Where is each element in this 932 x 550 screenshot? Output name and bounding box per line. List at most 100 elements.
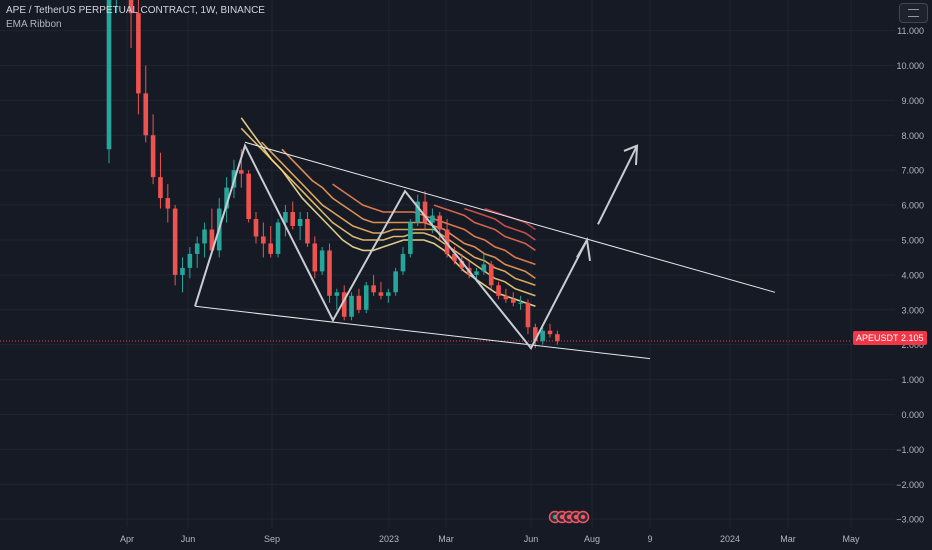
candle-body xyxy=(555,334,560,342)
ema-ribbon-line xyxy=(261,141,536,287)
candle-body xyxy=(297,219,303,227)
x-tick-label: Jun xyxy=(524,534,539,544)
candle-body xyxy=(393,271,398,293)
candle-body xyxy=(165,198,171,209)
candle-body xyxy=(327,250,332,296)
candle-body xyxy=(444,229,450,254)
pattern-drawings xyxy=(0,141,850,360)
chart-grid xyxy=(0,0,895,527)
ema-ribbon-line xyxy=(281,148,536,280)
y-tick-label: 4.000 xyxy=(901,270,924,280)
candles xyxy=(106,0,560,349)
candle-body xyxy=(136,13,141,94)
event-marker-dot xyxy=(580,514,586,520)
breakout-arrowhead xyxy=(623,144,639,165)
y-tick-label: 0.000 xyxy=(901,410,924,420)
y-tick-label: 9.000 xyxy=(901,96,924,106)
x-tick-label: Aug xyxy=(584,534,600,544)
y-tick-label: 6.000 xyxy=(901,201,924,211)
y-tick-label: −1.000 xyxy=(896,445,924,455)
candle-body xyxy=(525,302,531,328)
chart-title: APE / TetherUS PERPETUAL CONTRACT, 1W, B… xyxy=(6,5,265,16)
y-tick-label: 11.000 xyxy=(897,26,924,36)
zigzag-path xyxy=(194,143,588,351)
candle-body xyxy=(202,229,207,244)
y-tick-label: 8.000 xyxy=(901,131,924,141)
ema-ribbon-line xyxy=(240,117,536,308)
candle-body xyxy=(268,243,273,254)
y-tick-label: 7.000 xyxy=(901,166,924,176)
candle-body xyxy=(510,299,516,303)
candle-body xyxy=(430,215,435,223)
candle-body xyxy=(540,330,545,342)
ema-ribbon-line xyxy=(464,207,536,241)
candle-body xyxy=(349,295,354,317)
symbol-price-tag: APEUSDT.P xyxy=(853,331,910,345)
time-axis[interactable]: Apr Jun Sep 2023 Mar Jun Aug 9 2024 Mar May xyxy=(120,534,860,544)
candle-body xyxy=(246,173,251,220)
candle-body xyxy=(408,222,413,254)
candle-body xyxy=(180,267,185,275)
candle-body xyxy=(474,271,479,275)
x-tick-label: Mar xyxy=(780,534,796,544)
candle-body xyxy=(305,219,310,244)
candle-body xyxy=(106,0,112,150)
candle-body xyxy=(341,292,347,317)
y-tick-label: 1.000 xyxy=(901,375,924,385)
candle-body xyxy=(415,201,420,223)
y-tick-label: −3.000 xyxy=(896,515,924,525)
candle-body xyxy=(172,208,178,275)
candle-body xyxy=(261,236,266,244)
candle-body xyxy=(143,93,149,136)
candle-body xyxy=(422,201,428,223)
breakout-arrow xyxy=(597,145,638,225)
candle-body xyxy=(312,243,318,272)
candle-body xyxy=(386,292,391,296)
candle-body xyxy=(283,212,288,223)
ema-ribbon-line xyxy=(484,207,536,231)
y-tick-label: 10.000 xyxy=(896,61,924,71)
price-axis[interactable]: 11.000 10.000 9.000 8.000 7.000 6.000 5.000 4.0… xyxy=(896,26,924,525)
candle-body xyxy=(378,292,384,296)
candle-body xyxy=(239,170,244,174)
x-tick-label: 2023 xyxy=(379,534,399,544)
x-tick-label: Jun xyxy=(181,534,196,544)
candle-body xyxy=(496,285,501,296)
candle-body xyxy=(275,222,281,254)
y-tick-label: 3.000 xyxy=(901,305,924,315)
candle-body xyxy=(488,264,494,286)
candle-body xyxy=(400,253,406,272)
event-markers[interactable] xyxy=(548,510,590,524)
candle-body xyxy=(334,292,340,296)
candle-body xyxy=(547,330,553,335)
candle-body xyxy=(452,253,457,261)
candle-body xyxy=(209,229,215,251)
candle-body xyxy=(363,285,369,310)
candle-body xyxy=(224,187,229,209)
last-price-tag: 2.105 xyxy=(898,331,927,345)
candle-body xyxy=(518,302,523,304)
candle-body xyxy=(194,243,200,254)
y-tick-label: −2.000 xyxy=(896,480,924,490)
chart-header: APE / TetherUS PERPETUAL CONTRACT, 1W, B… xyxy=(6,4,265,32)
axis-settings-button[interactable] xyxy=(899,3,928,23)
x-tick-label: 9 xyxy=(647,534,652,544)
candle-body xyxy=(128,0,134,14)
x-tick-label: May xyxy=(842,534,860,544)
zigzag-arrowhead xyxy=(576,236,591,262)
candle-body xyxy=(290,212,296,227)
ema-ribbon-line xyxy=(240,127,536,297)
candle-body xyxy=(459,260,465,268)
candle-body xyxy=(371,285,376,293)
y-tick-label: 5.000 xyxy=(901,235,924,245)
ema-ribbon-line xyxy=(433,204,536,252)
indicator-name[interactable]: EMA Ribbon xyxy=(6,19,62,30)
channel-upper-line xyxy=(244,141,776,293)
candle-body xyxy=(253,219,259,237)
candle-body xyxy=(503,295,509,300)
candle-body xyxy=(158,177,163,199)
candle-body xyxy=(437,215,443,230)
x-tick-label: Mar xyxy=(438,534,454,544)
candle-body xyxy=(356,295,362,310)
